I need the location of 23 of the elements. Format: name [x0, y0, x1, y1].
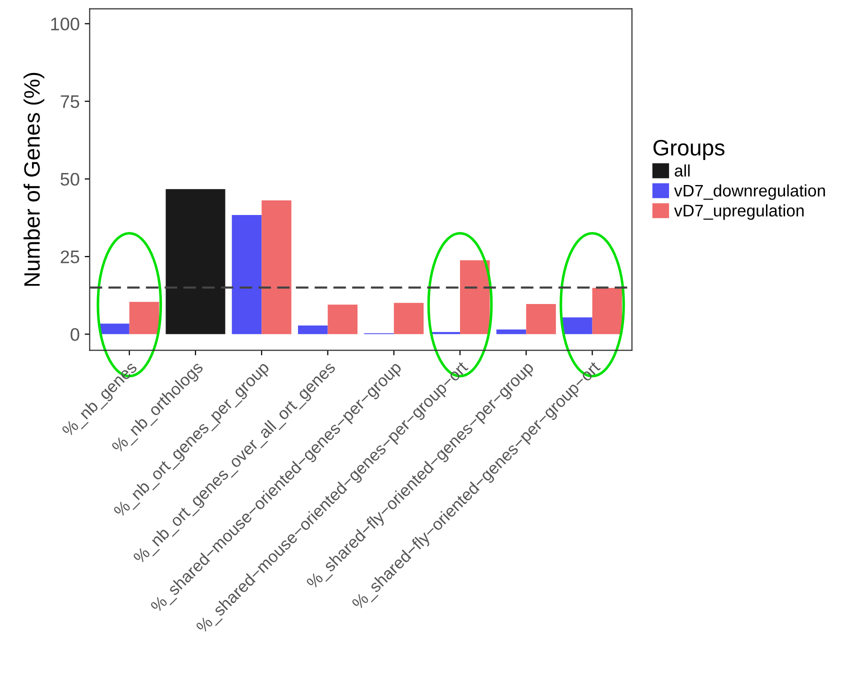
bar	[496, 330, 526, 334]
bar	[562, 317, 592, 334]
y-tick-label: 75	[60, 95, 80, 108]
y-tick-label: 25	[60, 250, 80, 264]
y-tick-label: 100	[51, 18, 80, 30]
y-tick-label: 50	[60, 172, 80, 186]
bar	[592, 288, 622, 334]
bar	[166, 189, 226, 334]
bar	[328, 304, 358, 334]
y-axis-title: Number of Genes (%)	[24, 72, 44, 286]
bar	[262, 200, 292, 334]
bar	[298, 325, 328, 334]
bar	[394, 302, 424, 334]
bar	[129, 302, 160, 334]
bar	[100, 324, 130, 334]
legend-title: Groups	[654, 140, 724, 160]
y-tick-label: 0	[70, 328, 80, 341]
legend-label: all	[674, 164, 690, 177]
bar	[460, 260, 490, 334]
legend-label: vD7_upregulation	[674, 204, 804, 220]
bar	[232, 214, 262, 334]
legend-label: vD7_downregulation	[674, 184, 825, 200]
bar	[526, 304, 556, 334]
